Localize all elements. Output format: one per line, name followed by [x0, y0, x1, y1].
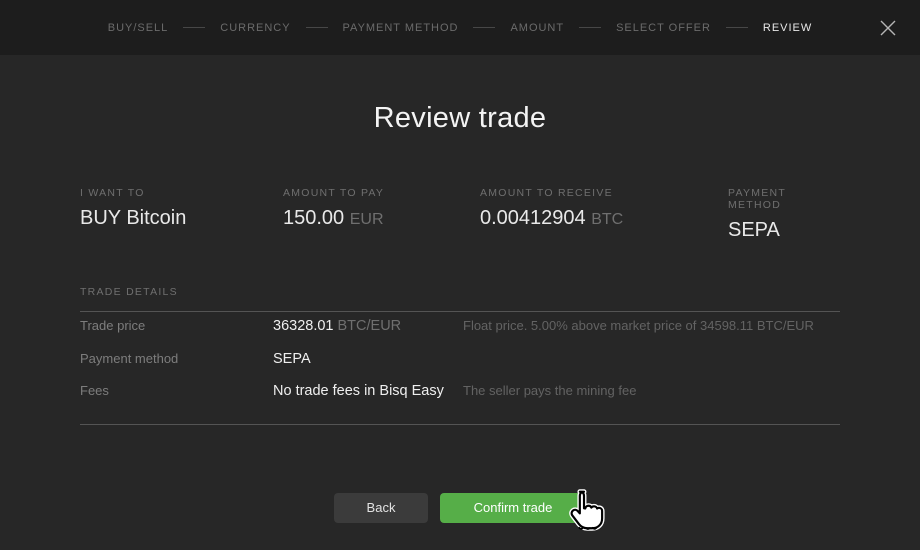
- step-review[interactable]: REVIEW: [762, 21, 813, 34]
- trade-price-code: BTC/EUR: [337, 318, 402, 334]
- fees-text: No trade fees in Bisq Easy: [273, 383, 444, 399]
- summary-amount-to-pay-value: 150.00 EUR: [283, 207, 480, 230]
- step-payment-method[interactable]: PAYMENT METHOD: [342, 21, 459, 34]
- confirm-trade-button[interactable]: Confirm trade: [440, 492, 586, 523]
- table-row-fees: Fees No trade fees in Bisq Easy The sell…: [80, 383, 840, 416]
- step-currency[interactable]: CURRENCY: [220, 21, 291, 34]
- step-separator: [725, 27, 748, 28]
- step-separator: [579, 27, 602, 28]
- step-separator: [183, 27, 206, 28]
- summary-payment-method: PAYMENT METHOD SEPA: [728, 187, 840, 242]
- step-separator: [473, 27, 496, 28]
- step-separator: [305, 27, 328, 28]
- fees-value: No trade fees in Bisq Easy: [273, 383, 463, 399]
- trade-price-number: 36328.01: [273, 318, 334, 334]
- amount-to-receive-number: 0.00412904: [480, 207, 586, 229]
- step-select-offer[interactable]: SELECT OFFER: [616, 21, 711, 34]
- summary-direction: I WANT TO BUY Bitcoin: [80, 187, 283, 242]
- wizard-steps: BUY/SELL CURRENCY PAYMENT METHOD AMOUNT …: [108, 22, 812, 34]
- fees-description: The seller pays the mining fee: [463, 383, 637, 398]
- summary-direction-value: BUY Bitcoin: [80, 207, 187, 229]
- amount-to-pay-currency-code: EUR: [349, 211, 384, 228]
- trade-details-heading: TRADE DETAILS: [80, 286, 178, 298]
- trade-details-table: Trade price 36328.01 BTC/EUR Float price…: [80, 318, 840, 416]
- summary-amount-to-receive: AMOUNT TO RECEIVE 0.00412904 BTC: [480, 187, 728, 242]
- action-buttons: Back Confirm trade: [80, 492, 840, 523]
- payment-method-name: SEPA: [273, 350, 311, 367]
- fees-label: Fees: [80, 383, 109, 398]
- step-buy-sell[interactable]: BUY/SELL: [107, 21, 169, 34]
- summary-payment-method-value: SEPA: [728, 219, 780, 241]
- details-bottom-divider: [80, 423, 840, 425]
- trade-price-description: Float price. 5.00% above market price of…: [463, 318, 814, 333]
- back-button[interactable]: Back: [334, 492, 428, 523]
- trade-price-label: Trade price: [80, 318, 146, 333]
- trade-summary-row: I WANT TO BUY Bitcoin AMOUNT TO PAY 150.…: [80, 187, 840, 242]
- summary-payment-method-label: PAYMENT METHOD: [728, 187, 786, 211]
- summary-amount-to-receive-label: AMOUNT TO RECEIVE: [480, 187, 613, 199]
- step-amount[interactable]: AMOUNT: [510, 21, 565, 34]
- trade-price-value: 36328.01 BTC/EUR: [273, 318, 463, 334]
- summary-amount-to-pay: AMOUNT TO PAY 150.00 EUR: [283, 187, 480, 242]
- close-icon[interactable]: [874, 14, 902, 42]
- payment-method-value: SEPA: [273, 351, 463, 367]
- payment-method-label: Payment method: [80, 350, 179, 366]
- details-top-divider: [80, 311, 840, 312]
- summary-amount-to-receive-value: 0.00412904 BTC: [480, 207, 728, 230]
- table-row-payment-method: Payment method SEPA: [80, 351, 840, 384]
- amount-to-pay-number: 150.00: [283, 207, 345, 229]
- summary-amount-to-pay-label: AMOUNT TO PAY: [283, 187, 385, 199]
- table-row-trade-price: Trade price 36328.01 BTC/EUR Float price…: [80, 318, 840, 351]
- review-content: I WANT TO BUY Bitcoin AMOUNT TO PAY 150.…: [80, 187, 840, 523]
- page-title: Review trade: [373, 102, 547, 134]
- amount-to-receive-currency-code: BTC: [591, 211, 624, 228]
- summary-direction-label: I WANT TO: [80, 187, 145, 199]
- wizard-header: BUY/SELL CURRENCY PAYMENT METHOD AMOUNT …: [0, 0, 920, 55]
